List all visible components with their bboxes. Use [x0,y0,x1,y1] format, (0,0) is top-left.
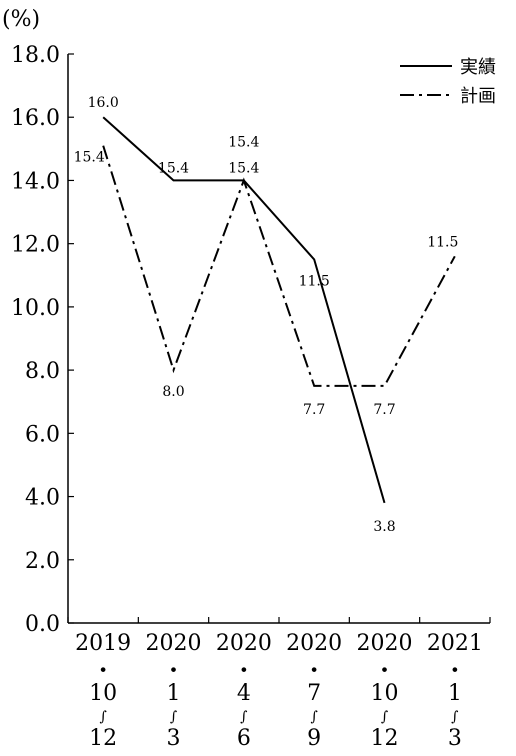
x-tick-label-year: 2020 [216,631,272,656]
x-tick-label-sep: ∫ [240,709,247,725]
y-tick-label: 8.0 [25,359,60,384]
x-tick-label-dot: ・ [444,659,466,684]
y-tick-label: 10.0 [11,296,60,321]
axes [67,54,490,624]
x-tick-label-dot: ・ [92,659,114,684]
data-label-plan: 7.7 [303,402,325,418]
x-tick-label-to: 12 [89,726,117,751]
y-unit-label: (%) [2,7,40,32]
x-tick-label-sep: ∫ [170,709,177,725]
x-tick-label-dot: ・ [373,659,395,684]
y-tick-label: 16.0 [11,106,60,131]
x-tick-label-sep: ∫ [100,709,107,725]
x-tick-label-year: 2021 [427,631,483,656]
y-tick-label: 4.0 [25,486,60,511]
x-tick-label-from: 10 [371,681,399,706]
x-tick-label-group: 2020 ・7 ∫9 [286,631,342,751]
x-tick-label-sep: ∫ [451,709,458,725]
y-tick-label: 14.0 [11,169,60,194]
x-tick-label-group: 2020 ・4 ∫6 [216,631,272,751]
y-tick-label: 0.0 [25,612,60,637]
data-label-actual: 15.4 [228,160,259,176]
x-tick-label-dot: ・ [162,659,184,684]
data-label-actual: 16.0 [88,95,119,111]
legend-label-plan: 計画 [460,86,496,107]
data-label-actual: 15.4 [158,160,189,176]
x-tick-label-from: 7 [307,681,321,706]
x-tick-label-group: 2020 ・1 ∫3 [146,631,202,751]
x-tick-label-year: 2020 [146,631,202,656]
data-labels: 16.0 15.4 15.4 11.5 3.8 15.4 8.0 15.4 7.7 7.7 11.5 [74,95,459,535]
data-label-plan: 7.7 [373,402,395,418]
y-axis-ticks: 18.0 16.0 14.0 12.0 10.0 8.0 6.0 4.0 2.0 0.0 [11,43,74,637]
x-tick-label-sep: ∫ [381,709,388,725]
x-tick-label-group: 2019 ・10 ∫12 [75,631,131,751]
x-tick-label-from: 1 [167,681,181,706]
x-tick-label-from: 1 [448,681,462,706]
x-tick-label-to: 6 [237,726,251,751]
x-tick-label-group: 2021 ・1 ∫3 [427,631,483,751]
x-tick-label-from: 4 [237,681,251,706]
data-label-plan: 15.4 [74,150,105,166]
x-tick-label-group: 2020 ・10 ∫12 [357,631,413,751]
series-line-plan [102,145,456,387]
legend-label-actual: 実績 [460,57,496,78]
x-tick-label-from: 10 [89,681,117,706]
data-label-plan: 11.5 [427,234,458,250]
x-tick-label-year: 2020 [357,631,413,656]
x-tick-label-sep: ∫ [311,709,318,725]
x-tick-label-dot: ・ [233,659,255,684]
data-label-actual: 3.8 [373,519,395,535]
x-tick-label-to: 3 [167,726,181,751]
y-tick-label: 2.0 [25,549,60,574]
x-tick-label-to: 12 [371,726,399,751]
data-label-plan: 8.0 [162,384,184,400]
x-axis-ticks: 2019・10∫122020・1∫32020・4∫62020・7∫92020・1… [67,617,491,751]
y-tick-label: 6.0 [25,422,60,447]
x-tick-label-year: 2019 [75,631,131,656]
data-label-plan: 15.4 [228,134,259,150]
x-tick-label-year: 2020 [286,631,342,656]
x-tick-label-to: 3 [448,726,462,751]
y-tick-label: 18.0 [11,43,60,68]
x-tick-label-to: 9 [307,726,321,751]
data-label-actual: 11.5 [299,273,330,289]
x-tick-label-dot: ・ [303,659,325,684]
series-lines [102,116,456,504]
y-tick-label: 12.0 [11,233,60,258]
